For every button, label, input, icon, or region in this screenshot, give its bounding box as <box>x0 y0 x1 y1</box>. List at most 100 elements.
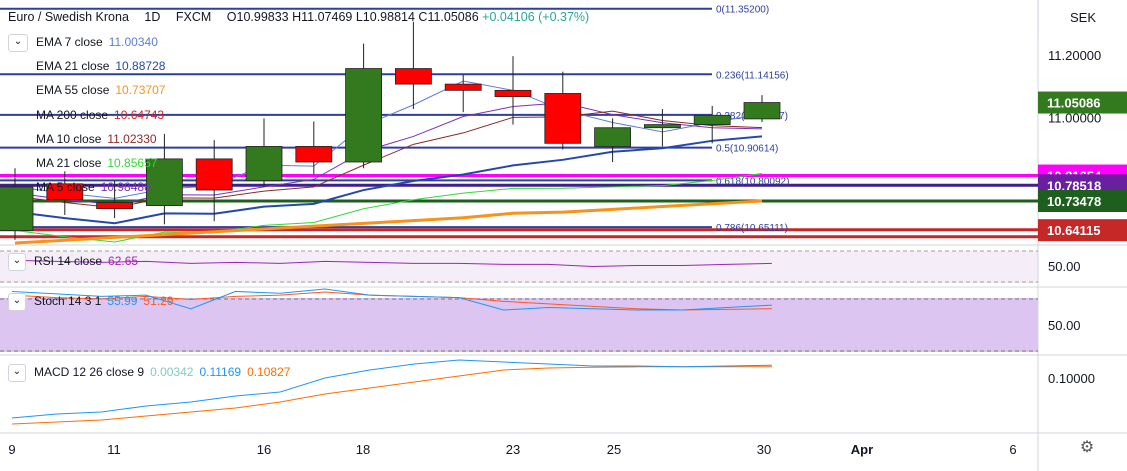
legend-value: 10.88728 <box>115 59 166 74</box>
candle-body <box>644 124 681 129</box>
stoch-d-value: 51.29 <box>143 294 174 309</box>
legend-value: 10.98488 <box>100 180 151 195</box>
legend-name: EMA 7 close <box>36 35 103 49</box>
rsi-legend: ⌄ RSI 14 close 62.65 <box>8 253 144 271</box>
ema21-line <box>14 135 763 225</box>
candle-body <box>195 158 233 191</box>
candle-body <box>743 102 781 120</box>
rsi-line <box>11 259 772 268</box>
ema55-line <box>14 199 763 245</box>
stoch-title: Stoch 14 3 1 <box>34 294 102 309</box>
macd-value: 0.11169 <box>199 365 242 380</box>
x-axis-label: 18 <box>356 442 370 457</box>
change-value: +0.04106 (+0.37%) <box>482 10 590 24</box>
legend-name: MA 200 close <box>36 107 109 122</box>
stoch-axis-label: 50.00 <box>1048 318 1081 333</box>
legend-value: 11.02330 <box>107 131 157 146</box>
price-tag-label: 11.05086 <box>1047 96 1101 111</box>
legend-row[interactable]: EMA 55 close 10.73707 <box>36 78 165 102</box>
ma5-line <box>14 102 763 206</box>
high-value: H11.07469 <box>292 10 353 24</box>
interval[interactable]: 1D <box>144 10 161 24</box>
macd-axis-label: 0.10000 <box>1048 371 1095 386</box>
rsi-title: RSI 14 close <box>34 254 103 269</box>
legend-value: 10.73707 <box>115 83 166 98</box>
rsi-band <box>0 251 1038 283</box>
symbol-title-bar: Euro / Swedish Krona 1D FXCM O10.99833 H… <box>8 10 595 24</box>
legend-row[interactable]: EMA 7 close 11.00340 <box>36 30 165 54</box>
legend-value: 10.85657 <box>107 155 158 170</box>
x-axis-label: 23 <box>506 442 520 457</box>
stoch-legend: ⌄ Stoch 14 3 1 55.99 51.29 <box>8 293 179 311</box>
price-tag <box>1038 91 1127 114</box>
macd-title: MACD 12 26 close 9 <box>34 365 145 380</box>
legend-value: 10.64743 <box>114 107 165 122</box>
candle-body <box>245 146 283 182</box>
candle-body <box>0 186 34 231</box>
fib-label: 0.786(10.65111) <box>716 223 788 234</box>
candle-body <box>295 146 333 163</box>
macd-line <box>11 359 772 419</box>
candle-body <box>145 158 183 207</box>
price-axis-label: 11.00000 <box>1048 110 1101 125</box>
close-value: C11.05086 <box>418 10 479 24</box>
macd-hist-value: 0.00342 <box>150 365 194 380</box>
currency-label[interactable]: SEK <box>1038 0 1127 38</box>
legend-row[interactable]: EMA 21 close 10.88728 <box>36 54 165 78</box>
stoch-band <box>0 298 1038 352</box>
candle-body <box>594 127 631 147</box>
candle-body <box>345 68 383 163</box>
open-value: O10.99833 <box>226 10 289 24</box>
macd-signal-line <box>11 366 772 425</box>
price-tag-label: 10.73478 <box>1047 194 1101 209</box>
x-axis-label: Apr <box>851 442 873 457</box>
x-axis-label: 16 <box>257 442 271 457</box>
low-value: L10.98814 <box>355 10 415 24</box>
fib-label: 0.236(11.14156) <box>716 70 789 81</box>
macd-legend: ⌄ MACD 12 26 close 9 0.00342 0.11169 0.10827 <box>8 364 296 382</box>
indicator-legend: EMA 7 close 11.00340 EMA 21 close 10.88728 E… <box>36 30 165 199</box>
price-axis-label: 11.20000 <box>1048 48 1101 63</box>
legend-name: EMA 21 close <box>36 59 110 74</box>
x-axis-label: 25 <box>607 442 621 457</box>
legend-row[interactable]: MA 10 close 11.02330 <box>36 127 165 151</box>
price-tag-label: 10.64115 <box>1047 223 1101 238</box>
chevron-down-icon[interactable]: ⌄ <box>8 253 26 271</box>
ema7-line <box>14 80 763 199</box>
candle-body <box>46 183 84 200</box>
fib-label: 0.618(10.80092) <box>716 176 789 187</box>
symbol-name: Euro / Swedish Krona <box>8 10 129 24</box>
legend-row[interactable]: MA 5 close 10.98488 <box>36 175 165 199</box>
chevron-down-icon[interactable]: ⌄ <box>8 364 26 382</box>
legend-row[interactable]: MA 21 close 10.85657 <box>36 151 165 175</box>
stoch-k-line <box>11 288 772 311</box>
exchange: FXCM <box>175 10 212 24</box>
x-axis-label: 11 <box>107 442 121 457</box>
legend-row[interactable]: MA 200 close 10.64743 <box>36 103 165 127</box>
stoch-k-value: 55.99 <box>107 294 138 309</box>
legend-name: EMA 55 close <box>36 83 110 98</box>
gear-icon[interactable]: ⚙ <box>1079 439 1095 456</box>
rsi-axis-label: 50.00 <box>1048 259 1081 274</box>
x-axis-label: 6 <box>1009 442 1016 457</box>
collapse-legend-button[interactable]: ⌄ <box>8 34 28 52</box>
legend-value: 11.00340 <box>108 35 158 49</box>
x-axis-label: 30 <box>757 442 771 457</box>
ma10-line <box>14 110 763 209</box>
price-tag-label: 10.78518 <box>1047 178 1101 193</box>
fib-label: 0(11.35200) <box>716 5 769 16</box>
candle-body <box>96 202 133 210</box>
price-tag <box>1038 190 1127 213</box>
candle-body <box>544 93 582 144</box>
candle-body <box>693 114 731 126</box>
price-tag <box>1038 219 1127 242</box>
candle-body <box>394 68 432 85</box>
rsi-value: 62.65 <box>108 254 139 269</box>
fib-label: 0.5(10.90614) <box>716 144 778 155</box>
legend-name: MA 5 close <box>36 180 95 195</box>
chevron-down-icon[interactable]: ⌄ <box>8 293 26 311</box>
candle-body <box>444 83 482 91</box>
candle-body <box>494 89 532 97</box>
x-axis-label: 9 <box>8 442 15 457</box>
